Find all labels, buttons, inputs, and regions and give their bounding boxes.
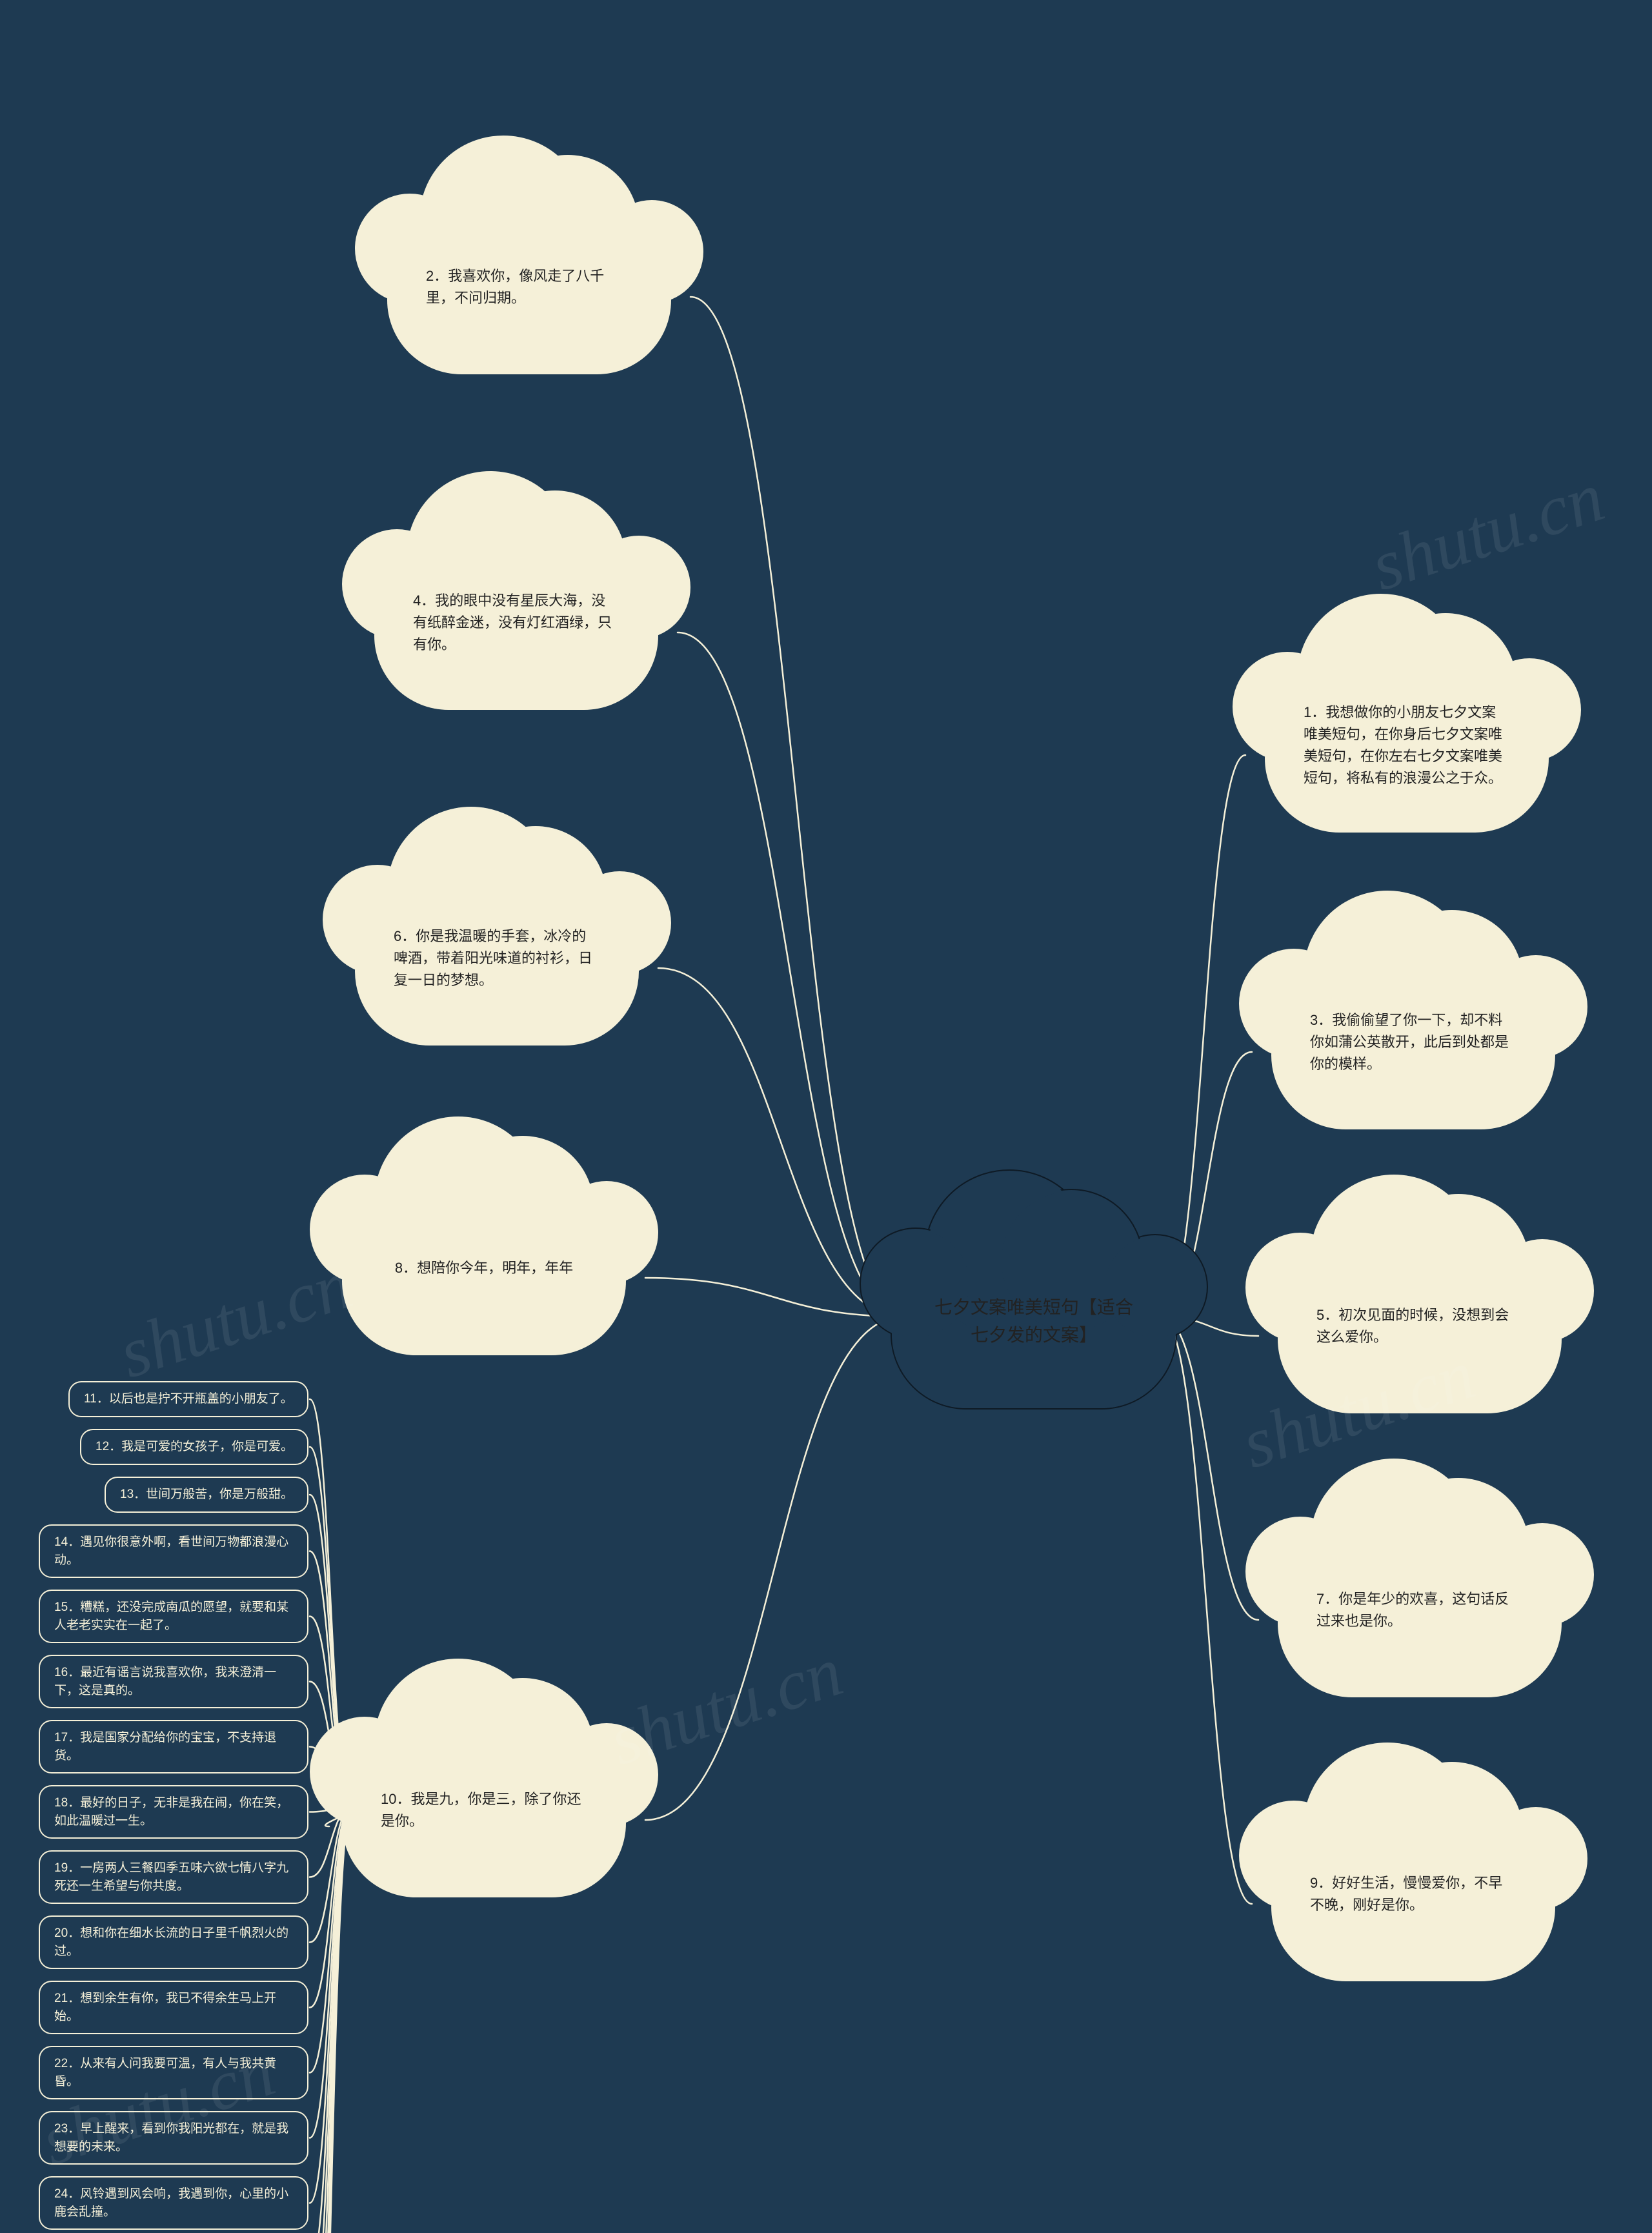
- pill-p15[interactable]: 15．糟糕，还没完成南瓜的愿望，就要和某人老老实实在一起了。: [39, 1590, 308, 1643]
- branch-cloud-c2[interactable]: 2．我喜欢你，像风走了八千里，不问归期。: [387, 226, 671, 374]
- branch-cloud-c3[interactable]: 3．我偷偷望了你一下，却不料你如蒲公英散开，此后到处都是你的模样。: [1271, 981, 1555, 1129]
- branch-text-c10: 10．我是九，你是三，除了你还是你。: [381, 1723, 587, 1897]
- pill-p21[interactable]: 21．想到余生有你，我已不得余生马上开始。: [39, 1981, 308, 2034]
- branch-text-c2: 2．我喜欢你，像风走了八千里，不问归期。: [426, 200, 632, 374]
- branch-cloud-c8[interactable]: 8．想陪你今年，明年，年年: [342, 1207, 626, 1355]
- pill-p18[interactable]: 18．最好的日子，无非是我在闹，你在笑，如此温暖过一生。: [39, 1785, 308, 1839]
- pill-p16[interactable]: 16．最近有谣言说我喜欢你，我来澄清一下，这是真的。: [39, 1655, 308, 1708]
- branch-cloud-c5[interactable]: 5．初次见面的时候，没想到会这么爱你。: [1278, 1265, 1562, 1413]
- branch-text-c7: 7．你是年少的欢喜，这句话反过来也是你。: [1316, 1523, 1523, 1697]
- pill-p19[interactable]: 19．一房两人三餐四季五味六欲七情八字九死还一生希望与你共度。: [39, 1850, 308, 1904]
- pill-p14[interactable]: 14．遇见你很意外啊，看世间万物都浪漫心动。: [39, 1524, 308, 1578]
- branch-text-c6: 6．你是我温暖的手套，冰冷的啤酒，带着阳光味道的衬衫，日复一日的梦想。: [394, 871, 600, 1046]
- pill-p22[interactable]: 22．从来有人问我要可温，有人与我共黄昏。: [39, 2046, 308, 2099]
- branch-cloud-c10[interactable]: 10．我是九，你是三，除了你还是你。: [342, 1749, 626, 1897]
- branch-cloud-c1[interactable]: 1．我想做你的小朋友七夕文案唯美短句，在你身后七夕文案唯美短句，在你左右七夕文案…: [1265, 684, 1549, 833]
- pill-p23[interactable]: 23．早上醒来，看到你我阳光都在，就是我想要的未来。: [39, 2111, 308, 2165]
- central-topic-text: 七夕文案唯美短句【适合七夕发的文案】: [931, 1234, 1137, 1408]
- branch-cloud-c4[interactable]: 4．我的眼中没有星辰大海，没有纸醉金迷，没有灯红酒绿，只有你。: [374, 561, 658, 710]
- pill-p24[interactable]: 24．风铃遇到风会响，我遇到你，心里的小鹿会乱撞。: [39, 2176, 308, 2230]
- branch-text-c3: 3．我偷偷望了你一下，却不料你如蒲公英散开，此后到处都是你的模样。: [1310, 955, 1516, 1129]
- pill-p11[interactable]: 11．以后也是拧不开瓶盖的小朋友了。: [68, 1381, 308, 1417]
- watermark-3: shutu.cn: [1361, 456, 1613, 607]
- branch-text-c5: 5．初次见面的时候，没想到会这么爱你。: [1316, 1239, 1523, 1413]
- branch-cloud-c6[interactable]: 6．你是我温暖的手套，冰冷的啤酒，带着阳光味道的衬衫，日复一日的梦想。: [355, 897, 639, 1046]
- mindmap-canvas: 七夕文案唯美短句【适合七夕发的文案】 2．我喜欢你，像风走了八千里，不问归期。 4…: [0, 0, 1652, 2233]
- pill-p17[interactable]: 17．我是国家分配给你的宝宝，不支持退货。: [39, 1720, 308, 1773]
- branch-text-c8: 8．想陪你今年，明年，年年: [381, 1181, 587, 1355]
- pill-p20[interactable]: 20．想和你在细水长流的日子里千帆烈火的过。: [39, 1915, 308, 1969]
- pill-p13[interactable]: 13．世间万般苦，你是万般甜。: [105, 1477, 308, 1513]
- branch-cloud-c9[interactable]: 9．好好生活，慢慢爱你，不早不晚，刚好是你。: [1271, 1833, 1555, 1981]
- branch-text-c1: 1．我想做你的小朋友七夕文案唯美短句，在你身后七夕文案唯美短句，在你左右七夕文案…: [1304, 658, 1510, 833]
- branch-cloud-c7[interactable]: 7．你是年少的欢喜，这句话反过来也是你。: [1278, 1549, 1562, 1697]
- pill-p12[interactable]: 12．我是可爱的女孩子，你是可爱。: [80, 1429, 308, 1465]
- branch-text-c9: 9．好好生活，慢慢爱你，不早不晚，刚好是你。: [1310, 1807, 1516, 1981]
- central-topic-cloud[interactable]: 七夕文案唯美短句【适合七夕发的文案】: [891, 1258, 1177, 1410]
- branch-text-c4: 4．我的眼中没有星辰大海，没有纸醉金迷，没有灯红酒绿，只有你。: [413, 536, 620, 710]
